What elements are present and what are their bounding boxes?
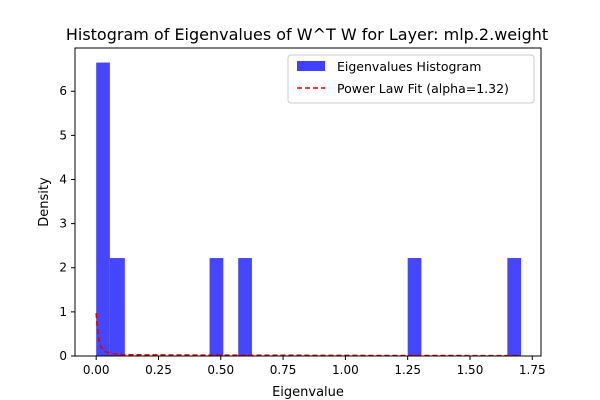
legend-fit-label: Power Law Fit (alpha=1.32) (337, 81, 509, 96)
y-tick-label: 3 (59, 217, 67, 231)
y-axis-label: Density (37, 177, 52, 227)
power-law-fit-line (95, 313, 520, 357)
y-tick-label: 6 (59, 84, 67, 98)
x-tick-label: 0.00 (83, 363, 110, 377)
legend-box (287, 54, 535, 104)
axes-frame (74, 47, 542, 357)
y-tick-label: 5 (59, 128, 67, 142)
x-tick-label: 1.00 (332, 363, 359, 377)
histogram-bar (507, 258, 522, 356)
x-axis-ticks: 0.00 0.25 0.50 0.75 1.00 1.25 1.50 1.75 (83, 356, 546, 377)
histogram-bar (109, 258, 125, 356)
histogram-bar (238, 258, 252, 356)
x-axis-label: Eigenvalue (272, 385, 344, 400)
x-tick-label: 1.50 (457, 363, 484, 377)
x-tick-label: 0.25 (145, 363, 172, 377)
legend: Eigenvalues Histogram Power Law Fit (alp… (287, 54, 535, 104)
histogram-bar (209, 258, 224, 356)
plot-area (95, 62, 522, 357)
y-axis-ticks: 0 1 2 3 4 5 6 (59, 84, 75, 363)
histogram-bar (407, 258, 422, 356)
x-tick-label: 0.75 (270, 363, 297, 377)
x-tick-label: 1.75 (519, 363, 546, 377)
x-tick-label: 1.25 (394, 363, 421, 377)
y-tick-label: 4 (59, 172, 67, 186)
y-tick-label: 0 (59, 349, 67, 363)
x-tick-label: 0.50 (207, 363, 234, 377)
y-tick-label: 2 (59, 261, 67, 275)
legend-histogram-swatch (297, 61, 325, 71)
chart-title: Histogram of Eigenvalues of W^T W for La… (66, 25, 548, 44)
histogram-bar (96, 62, 110, 356)
legend-histogram-label: Eigenvalues Histogram (337, 59, 481, 74)
y-tick-label: 1 (59, 305, 67, 319)
